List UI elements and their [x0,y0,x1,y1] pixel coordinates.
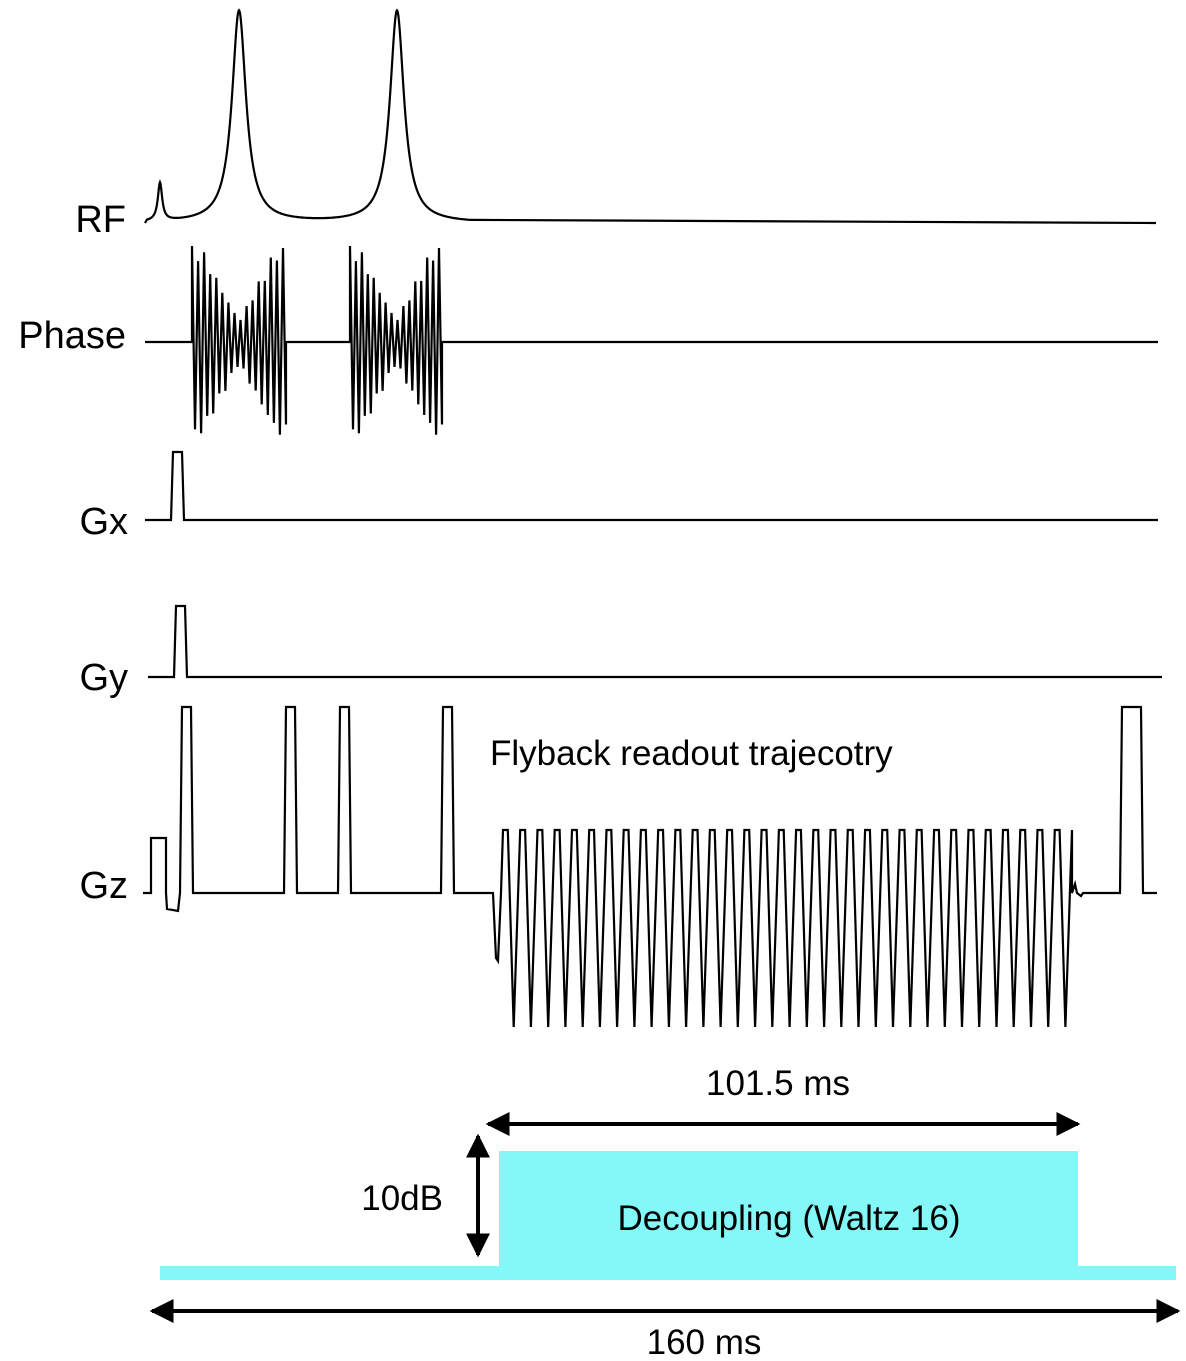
total-duration-label: 160 ms [647,1323,762,1361]
gz-waveform [143,705,1157,1028]
gz-label: Gz [79,865,128,907]
rf-waveform [144,8,1157,225]
rf-label: RF [75,199,126,241]
readout-duration-label: 101.5 ms [706,1064,850,1103]
phase-label: Phase [18,315,126,357]
decoupling-block [499,1151,1078,1280]
readout-label: Flyback readout trajecotry [490,734,893,773]
decoupling-label: Decoupling (Waltz 16) [617,1199,960,1238]
gx-label: Gx [79,501,128,543]
gy-waveform [148,604,1162,679]
phase-waveform [145,245,1158,435]
gx-waveform [145,450,1158,522]
gy-label: Gy [79,657,128,699]
decoupling-power-label: 10dB [361,1179,443,1218]
